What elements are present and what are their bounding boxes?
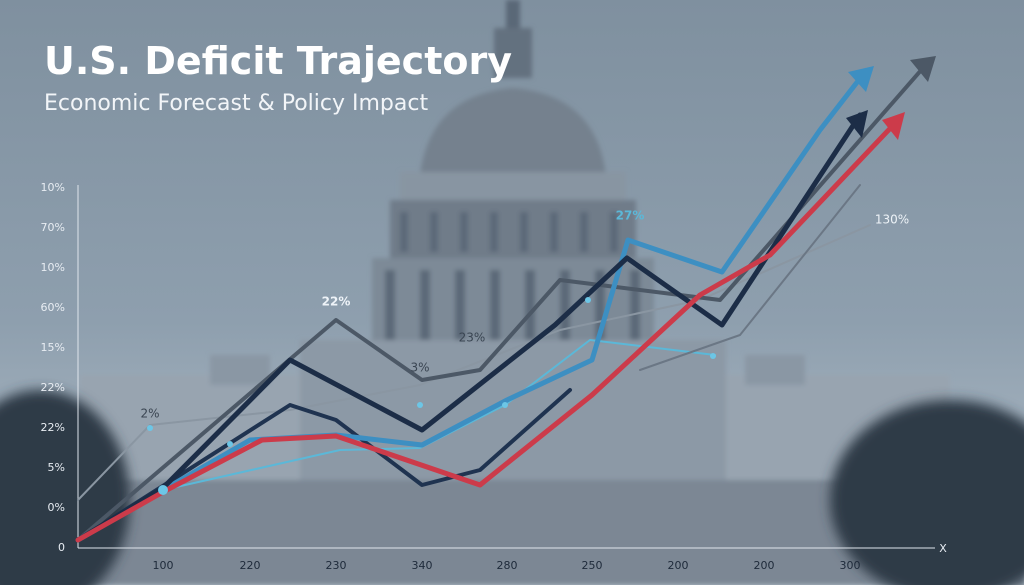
- arrowheads: [846, 56, 936, 140]
- x-axis-end: X: [939, 542, 947, 555]
- y-label: 0%: [48, 501, 65, 514]
- x-label: 100: [153, 559, 174, 572]
- subtitle: Economic Forecast & Policy Impact: [44, 91, 428, 116]
- line: [76, 58, 932, 542]
- arrowhead: [882, 112, 905, 140]
- line: [75, 69, 868, 543]
- y-label: 22%: [41, 381, 65, 394]
- x-label: 250: [582, 559, 603, 572]
- trees: [0, 390, 1024, 585]
- x-labels: 100 220 230 340 280 250 200 200 300 X: [153, 542, 948, 572]
- annotation: 130%: [875, 213, 909, 227]
- y-label: 10%: [41, 181, 65, 194]
- x-label: 230: [326, 559, 347, 572]
- annotation: 23%: [459, 331, 486, 345]
- annotation: 22%: [322, 295, 351, 309]
- points: [147, 297, 716, 495]
- annotations: 27% 130% 22% 23% 2% 3%: [140, 209, 909, 421]
- point: [147, 425, 153, 431]
- annotation: 2%: [140, 407, 159, 421]
- annotation: 27%: [616, 209, 645, 223]
- point: [417, 402, 423, 408]
- point: [502, 402, 508, 408]
- y-label: 22%: [41, 421, 65, 434]
- line: [639, 184, 861, 371]
- x-label: 300: [840, 559, 861, 572]
- y-label: 10%: [41, 261, 65, 274]
- x-label: 200: [668, 559, 689, 572]
- annotation: 3%: [410, 361, 429, 375]
- arrowhead: [846, 110, 868, 138]
- y-labels: 10% 70% 10% 60% 15% 22% 22% 5% 0% 0: [41, 181, 65, 554]
- line: [75, 115, 903, 543]
- point: [158, 485, 168, 495]
- x-label: 220: [240, 559, 261, 572]
- y-label: 15%: [41, 341, 65, 354]
- point: [710, 353, 716, 359]
- axes: [77, 185, 935, 549]
- arrowhead: [910, 56, 936, 82]
- line: [75, 112, 863, 543]
- x-label: 340: [412, 559, 433, 572]
- y-label: 70%: [41, 221, 65, 234]
- line: [162, 339, 716, 491]
- y-label: 60%: [41, 301, 65, 314]
- title: U.S. Deficit Trajectory: [44, 39, 512, 83]
- y-label: 0: [58, 541, 65, 554]
- x-label: 200: [754, 559, 775, 572]
- point: [227, 441, 233, 447]
- arrowhead: [848, 66, 874, 92]
- trend-lines: [75, 58, 932, 543]
- x-label: 280: [497, 559, 518, 572]
- y-label: 5%: [48, 461, 65, 474]
- point: [585, 297, 591, 303]
